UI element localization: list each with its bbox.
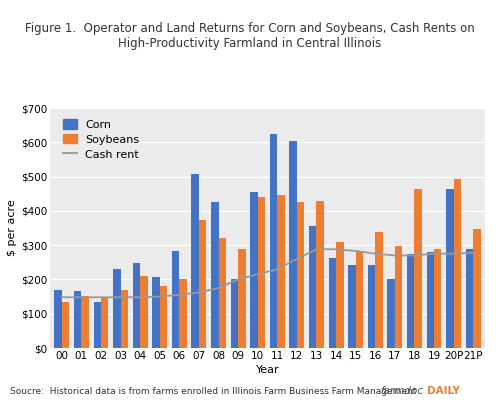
Cash rent [118, 295, 124, 300]
Bar [250, 192, 258, 348]
Text: DAILY: DAILY [428, 386, 460, 396]
Cash rent [176, 292, 182, 297]
Bar [368, 265, 376, 348]
Bar [466, 249, 473, 348]
Line: Cash rent: Cash rent [62, 249, 473, 297]
Bar [434, 249, 442, 348]
Bar [113, 269, 120, 348]
Cash rent [196, 290, 202, 295]
Bar [218, 238, 226, 348]
Bar [152, 277, 160, 348]
Bar [192, 174, 199, 348]
Cash rent [235, 277, 241, 282]
Bar [211, 202, 218, 348]
Bar [290, 140, 297, 348]
Cash rent [137, 295, 143, 300]
Bar [94, 302, 101, 348]
Cash rent [294, 256, 300, 261]
Text: farmdoc: farmdoc [380, 386, 423, 396]
Legend: Corn, Soybeans, Cash rent: Corn, Soybeans, Cash rent [60, 116, 143, 163]
Bar [297, 202, 304, 348]
Cash rent [392, 253, 398, 258]
Bar [132, 263, 140, 348]
Cash rent [274, 267, 280, 272]
Cash rent [372, 251, 378, 256]
Bar [270, 134, 278, 348]
Cash rent [470, 250, 476, 255]
Bar [54, 290, 62, 348]
Cash rent [216, 286, 222, 290]
Bar [140, 276, 147, 348]
Bar [426, 252, 434, 348]
Bar [414, 188, 422, 348]
Bar [395, 246, 402, 348]
X-axis label: Year: Year [256, 365, 280, 375]
Cash rent [450, 251, 456, 256]
Cash rent [352, 248, 358, 253]
Cash rent [333, 247, 339, 252]
Bar [199, 220, 206, 348]
Bar [160, 286, 167, 348]
Bar [278, 196, 284, 348]
Cash rent [412, 253, 418, 258]
Y-axis label: $ per acre: $ per acre [7, 200, 17, 256]
Bar [74, 292, 82, 348]
Cash rent [431, 251, 437, 256]
Text: Soucre:  Historical data is from farms enrolled in Illinois Farm Business Farm M: Soucre: Historical data is from farms en… [10, 387, 416, 396]
Bar [309, 226, 316, 348]
Bar [62, 302, 69, 348]
Bar [388, 280, 395, 348]
Cash rent [98, 295, 104, 300]
Bar [238, 249, 246, 348]
Bar [172, 251, 180, 348]
Bar [258, 197, 265, 348]
Bar [101, 297, 108, 348]
Cash rent [59, 295, 65, 300]
Bar [82, 296, 89, 348]
Bar [336, 242, 344, 348]
Bar [120, 290, 128, 348]
Bar [446, 188, 454, 348]
Text: Figure 1.  Operator and Land Returns for Corn and Soybeans, Cash Rents on
High-P: Figure 1. Operator and Land Returns for … [25, 22, 475, 50]
Bar [473, 229, 480, 348]
Cash rent [78, 295, 84, 300]
Bar [180, 280, 187, 348]
Cash rent [314, 247, 320, 252]
Bar [230, 280, 238, 348]
Bar [376, 232, 382, 348]
Cash rent [156, 294, 162, 299]
Cash rent [254, 272, 260, 277]
Bar [328, 258, 336, 348]
Bar [356, 251, 363, 348]
Bar [348, 265, 356, 348]
Bar [454, 179, 461, 348]
Bar [316, 200, 324, 348]
Bar [407, 254, 414, 348]
